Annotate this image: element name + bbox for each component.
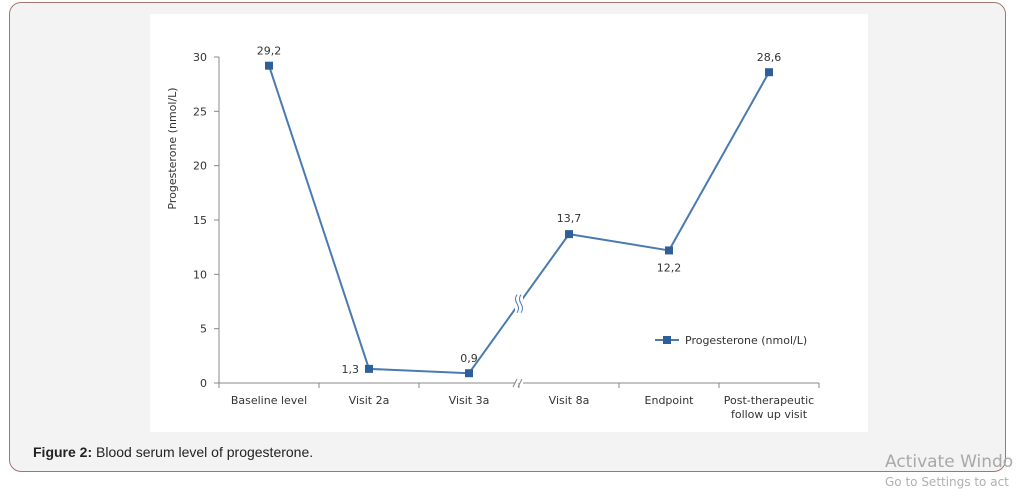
y-tick-label: 0 [200, 377, 207, 390]
x-tick-label: Visit 3a [449, 394, 490, 407]
y-tick-label: 5 [200, 323, 207, 336]
chart-panel: 0 5 10 15 20 25 30 Progesterone (nmol/L) Baselin… [150, 14, 868, 432]
series-line [268, 65, 770, 375]
y-tick-label: 15 [193, 214, 207, 227]
x-tick-label: Visit 2a [349, 394, 390, 407]
data-point-marker [565, 230, 573, 239]
figure-caption: Figure 2: Blood serum level of progester… [33, 444, 313, 460]
data-point-marker [365, 364, 373, 373]
data-point-marker [265, 61, 273, 70]
data-label: 28,6 [757, 51, 782, 64]
legend-label: Progesterone (nmol/L) [685, 334, 807, 347]
x-tick-label: follow up visit [731, 408, 808, 421]
line-break-gap [515, 294, 523, 313]
y-tick-label: 30 [193, 51, 207, 64]
x-tick-label: Visit 8a [549, 394, 590, 407]
activate-windows-subtext: Go to Settings to act [885, 475, 1009, 489]
data-label: 29,2 [257, 45, 282, 58]
y-tick-label: 25 [193, 105, 207, 118]
data-label: 13,7 [557, 212, 582, 225]
legend-marker-icon [663, 336, 671, 344]
caption-text: Blood serum level of progesterone. [92, 444, 314, 460]
data-label: 0,9 [460, 352, 478, 365]
line-break-icon [515, 294, 523, 313]
data-point-marker [765, 68, 773, 77]
line-chart: 0 5 10 15 20 25 30 Progesterone (nmol/L) Baselin… [166, 45, 820, 421]
y-axis-title: Progesterone (nmol/L) [166, 87, 179, 209]
x-tick-label: Baseline level [231, 394, 307, 407]
data-label: 12,2 [657, 261, 682, 274]
data-point-marker [465, 369, 473, 378]
y-tick-label: 10 [193, 268, 207, 281]
activate-windows-watermark: Activate Windo [885, 452, 1014, 472]
data-point-marker [665, 246, 673, 255]
y-tick-label: 20 [193, 160, 207, 173]
x-tick-label: Post-therapeutic [724, 394, 814, 407]
data-label: 1,3 [342, 363, 360, 376]
caption-label: Figure 2: [33, 444, 93, 460]
x-tick-label: Endpoint [645, 394, 695, 407]
